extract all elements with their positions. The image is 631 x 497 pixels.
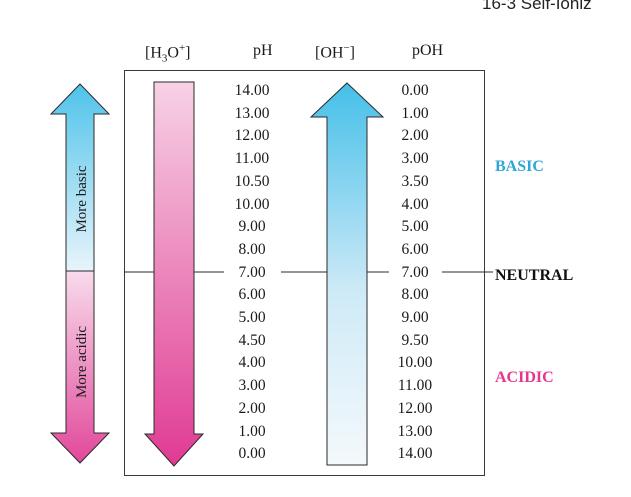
more-acidic-arrow — [49, 270, 111, 464]
ph-value: 13.00 — [234, 104, 270, 122]
ph-value: 10.50 — [234, 172, 270, 190]
poh-value: 7.00 — [401, 263, 429, 281]
poh-value: 10.00 — [397, 354, 433, 372]
h3o-concentration-arrow — [143, 81, 205, 467]
h3o-column-header: [H3O+] — [145, 42, 191, 65]
ph-value: 4.50 — [238, 331, 266, 349]
poh-value: 5.00 — [401, 218, 429, 236]
ph-value: 5.00 — [238, 309, 266, 326]
poh-value: 3.50 — [401, 172, 429, 190]
ph-value: 4.00 — [238, 354, 266, 372]
poh-value: 0.00 — [401, 82, 429, 99]
poh-value: 3.00 — [401, 150, 429, 168]
ph-value: 1.00 — [238, 422, 266, 440]
ph-column-header: pH — [253, 42, 273, 59]
poh-value: 14.00 — [397, 445, 433, 463]
acidic-label: ACIDIC — [495, 369, 554, 386]
poh-value: 11.00 — [397, 377, 433, 395]
ph-value: 11.00 — [234, 150, 270, 168]
ph-value: 2.00 — [238, 399, 266, 417]
ph-value: 3.00 — [238, 377, 266, 395]
basic-label: BASIC — [495, 158, 544, 175]
ph-value: 7.00 — [238, 263, 266, 281]
poh-column-header: pOH — [412, 42, 444, 59]
ph-value: 12.00 — [234, 127, 270, 145]
poh-value: 9.00 — [401, 309, 429, 326]
oh-column-header: [OH−] — [315, 42, 355, 62]
poh-value: 12.00 — [397, 399, 433, 417]
neutral-label: NEUTRAL — [495, 267, 574, 284]
ph-value: 14.00 — [234, 82, 270, 99]
ph-value: 0.00 — [238, 445, 266, 463]
ph-value: 6.00 — [238, 286, 266, 304]
more-basic-label: More basic — [74, 165, 90, 232]
poh-value: 1.00 — [401, 104, 429, 122]
poh-value: 2.00 — [401, 127, 429, 145]
ph-value: 10.00 — [234, 195, 270, 213]
poh-value: 13.00 — [397, 422, 433, 440]
poh-value: 6.00 — [401, 240, 429, 258]
poh-value: 9.50 — [401, 331, 429, 349]
ph-scale-table — [124, 70, 485, 476]
poh-value: 4.00 — [401, 195, 429, 213]
more-acidic-label: More acidic — [74, 326, 90, 398]
page-header: 16-3 Self-Ioniz — [482, 0, 592, 13]
oh-concentration-arrow — [309, 82, 385, 466]
ph-value: 9.00 — [238, 218, 266, 236]
poh-value: 8.00 — [401, 286, 429, 304]
ph-value: 8.00 — [238, 240, 266, 258]
